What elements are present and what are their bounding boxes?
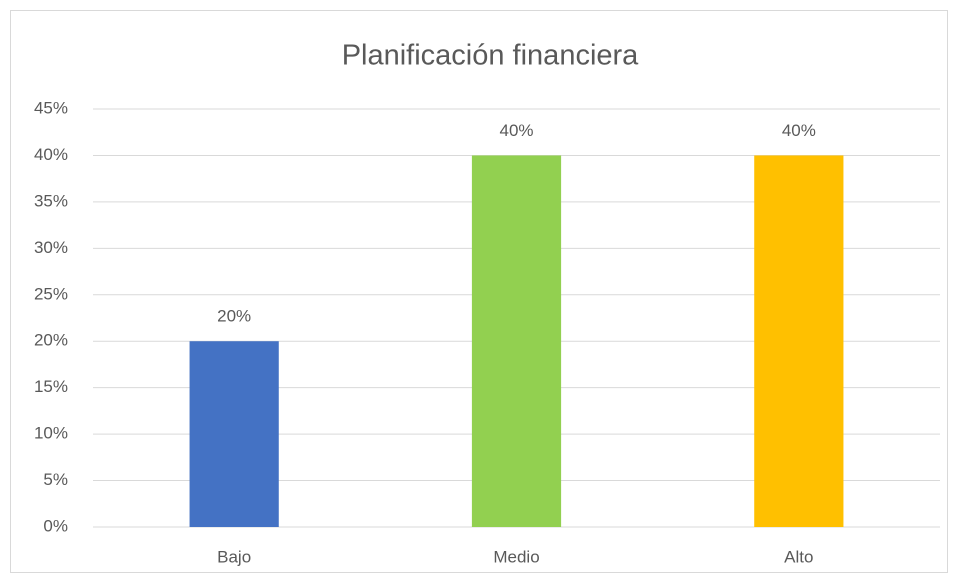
y-tick-label: 40% bbox=[34, 145, 68, 164]
bar bbox=[471, 155, 562, 527]
y-tick-label: 10% bbox=[34, 424, 68, 443]
y-tick-label: 20% bbox=[34, 331, 68, 350]
data-label: 40% bbox=[782, 121, 816, 140]
y-tick-label: 35% bbox=[34, 191, 68, 210]
data-label: 40% bbox=[499, 121, 533, 140]
y-tick-label: 25% bbox=[34, 284, 68, 303]
y-tick-label: 45% bbox=[34, 98, 68, 117]
x-tick-label: Bajo bbox=[217, 547, 251, 566]
y-tick-label: 15% bbox=[34, 377, 68, 396]
data-label: 20% bbox=[217, 307, 251, 326]
chart-title: Planificación financiera bbox=[342, 40, 639, 72]
y-tick-label: 5% bbox=[43, 470, 68, 489]
x-tick-label: Medio bbox=[493, 547, 539, 566]
bar bbox=[754, 155, 844, 527]
bar bbox=[189, 341, 279, 527]
y-tick-label: 30% bbox=[34, 238, 68, 257]
x-tick-label: Alto bbox=[784, 547, 813, 566]
y-tick-label: 0% bbox=[43, 516, 68, 535]
